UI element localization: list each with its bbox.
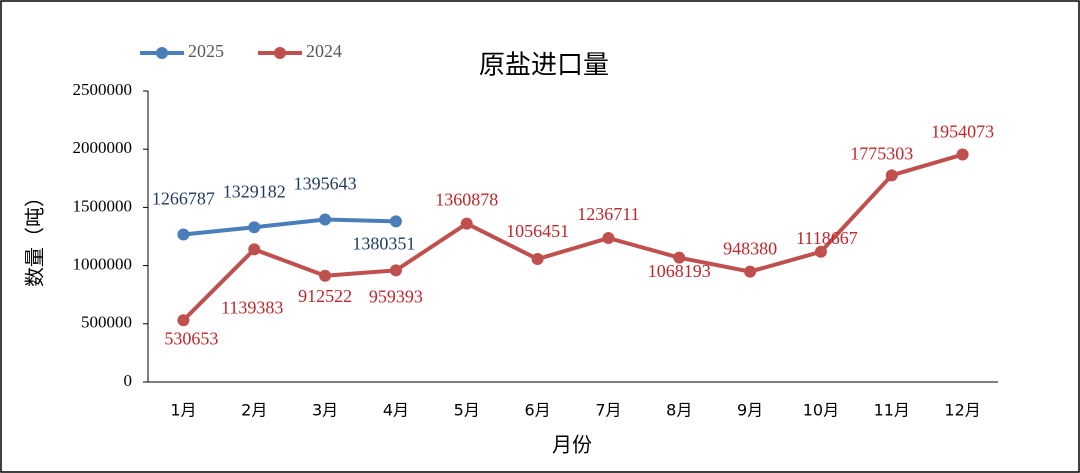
- y-tick-label: 1500000: [73, 196, 133, 215]
- series-line: [183, 217, 396, 237]
- y-tick-label: 2000000: [73, 138, 133, 157]
- data-label: 1266787: [152, 189, 215, 209]
- y-tick-label: 0: [124, 371, 133, 390]
- x-tick-label: 7月: [595, 401, 621, 420]
- point: [389, 215, 402, 228]
- point: [319, 213, 332, 226]
- data-label: 1056451: [506, 221, 569, 241]
- x-tick-label: 2月: [241, 401, 267, 420]
- y-tick-label: 1000000: [73, 255, 133, 274]
- x-tick-label: 10月: [803, 401, 839, 420]
- point: [248, 243, 261, 256]
- legend-marker: [156, 47, 168, 59]
- data-label: 1360878: [435, 190, 498, 210]
- data-label: 1139383: [221, 298, 283, 318]
- data-label: 1068193: [648, 261, 711, 281]
- x-tick-label: 4月: [383, 401, 409, 420]
- point: [319, 269, 332, 282]
- x-tick-label: 1月: [170, 401, 196, 420]
- x-tick-label: 11月: [874, 401, 910, 420]
- point: [177, 228, 190, 241]
- legend-marker: [274, 47, 286, 59]
- point: [389, 264, 402, 277]
- x-tick-label: 6月: [524, 401, 550, 420]
- point: [814, 245, 827, 258]
- y-axis-label: 数量（吨）: [23, 187, 47, 287]
- data-label: 948380: [723, 239, 777, 259]
- data-label: 530653: [164, 328, 218, 348]
- legend-label: 2025: [188, 41, 224, 61]
- data-label: 1329182: [223, 181, 286, 201]
- x-axis-label: 月份: [552, 433, 592, 457]
- data-label: 1236711: [577, 204, 639, 224]
- x-tick-label: 12月: [944, 401, 980, 420]
- chart-title: 原盐进口量: [479, 51, 609, 81]
- point: [885, 169, 898, 182]
- x-tick-label: 9月: [737, 401, 763, 420]
- point: [531, 253, 544, 266]
- y-tick-label: 2500000: [73, 80, 133, 99]
- data-label: 1380351: [352, 233, 415, 253]
- point: [744, 265, 757, 278]
- data-label: 1118667: [796, 228, 858, 248]
- point: [248, 221, 261, 234]
- x-tick-label: 3月: [312, 401, 338, 420]
- y-tick-label: 500000: [81, 313, 132, 332]
- point: [673, 251, 686, 264]
- point: [956, 148, 969, 161]
- data-label: 959393: [369, 286, 423, 306]
- data-label: 1395643: [294, 174, 357, 194]
- legend-label: 2024: [306, 41, 342, 61]
- series-line: [182, 152, 964, 322]
- data-label: 1954073: [931, 122, 994, 142]
- point: [602, 232, 615, 245]
- data-label: 1775303: [850, 143, 913, 163]
- x-tick-label: 5月: [454, 401, 480, 420]
- point: [177, 314, 190, 327]
- x-tick-label: 8月: [666, 401, 692, 420]
- data-label: 912522: [298, 286, 352, 306]
- point: [460, 217, 473, 230]
